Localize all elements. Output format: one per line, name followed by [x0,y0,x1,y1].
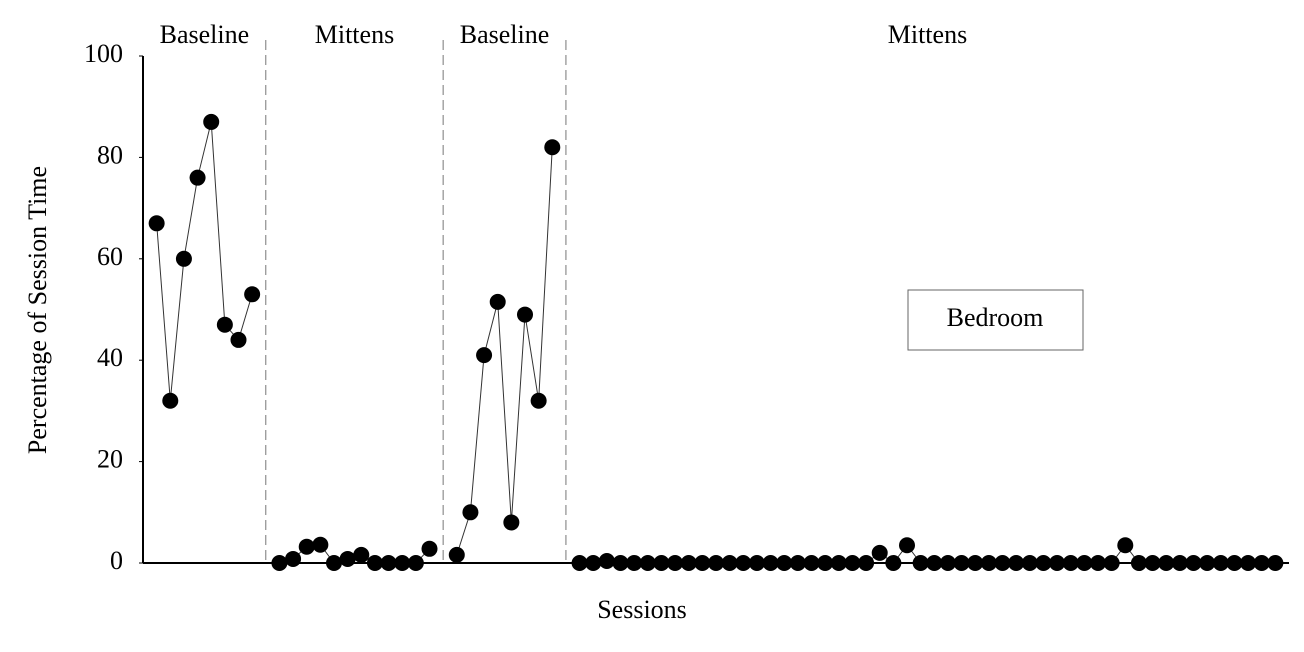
data-point [1240,555,1257,571]
data-point [680,555,697,571]
data-point [980,555,997,571]
data-point [1253,555,1270,571]
data-point [1008,555,1025,571]
data-point [1117,537,1134,554]
data-point [748,555,765,571]
data-point [1076,555,1093,571]
data-point [1103,555,1120,571]
data-point [967,555,984,571]
data-point [530,392,547,409]
data-point [830,555,847,571]
data-point [175,250,192,267]
y-tick-label: 100 [84,39,123,68]
data-point [571,555,588,571]
data-point [612,555,629,571]
y-tick-label: 20 [97,445,123,474]
data-point [721,555,738,571]
data-point [994,555,1011,571]
data-point [216,316,233,333]
data-point [148,215,165,232]
y-tick-label: 60 [97,242,123,271]
data-point [653,555,670,571]
data-point [817,555,834,571]
data-point [1267,555,1284,571]
data-point [244,286,261,303]
data-point [762,555,779,571]
data-point [271,555,288,571]
y-tick-label: 80 [97,140,123,169]
data-point [803,555,820,571]
data-point [939,555,956,571]
data-point [626,555,643,571]
data-point [1226,555,1243,571]
phase-label: Baseline [160,20,250,49]
data-point [203,113,220,130]
data-point [953,555,970,571]
data-point [1212,555,1229,571]
data-point [326,555,342,571]
data-point [667,555,684,571]
annotation-box [907,289,1084,351]
data-point [162,392,179,409]
data-point [844,555,861,571]
data-point [1199,555,1216,571]
data-point [1035,555,1052,571]
data-point [339,550,356,567]
data-point [598,552,615,569]
data-point [503,514,520,531]
x-axis-label: Sessions [597,595,687,624]
phase-label: Baseline [460,20,550,49]
data-point [1171,555,1188,571]
data-point [407,555,424,571]
data-point [1090,555,1106,571]
data-point [394,555,411,571]
data-point [230,331,247,348]
series-line [456,147,553,556]
data-point [858,555,875,571]
data-point [353,546,370,563]
annotation: Bedroom [947,303,1044,332]
data-point [1144,555,1161,571]
data-point [380,555,397,571]
data-point [544,139,561,156]
data-point [298,538,315,555]
data-point [885,555,902,571]
data-point [421,540,438,557]
data-point [708,555,724,571]
data-point [735,555,752,571]
data-point [899,537,915,554]
phase-label: Mittens [888,20,967,49]
data-point [926,555,943,571]
y-tick-label: 40 [97,343,123,372]
data-point [189,169,206,186]
data-point [694,555,711,571]
data-point [448,546,465,563]
y-tick-label: 0 [110,546,123,575]
phase-label: Mittens [315,20,394,49]
data-point [912,555,929,571]
series-line [156,121,253,401]
y-axis-label: Percentage of Session Time [23,166,52,454]
data-point [639,555,656,571]
data-point [776,555,793,571]
data-point [1158,555,1175,571]
data-point [1049,555,1066,571]
data-point [476,347,493,364]
data-point [366,555,383,571]
data-point [517,306,533,323]
data-point [489,293,506,310]
data-point [1021,555,1038,571]
data-point [312,536,329,553]
data-point [1062,555,1079,571]
data-point [789,555,806,571]
data-point [871,544,888,561]
data-point [1185,555,1202,571]
data-point [285,550,302,567]
data-point [585,555,602,571]
data-point [1130,555,1147,571]
data-point [462,504,479,521]
